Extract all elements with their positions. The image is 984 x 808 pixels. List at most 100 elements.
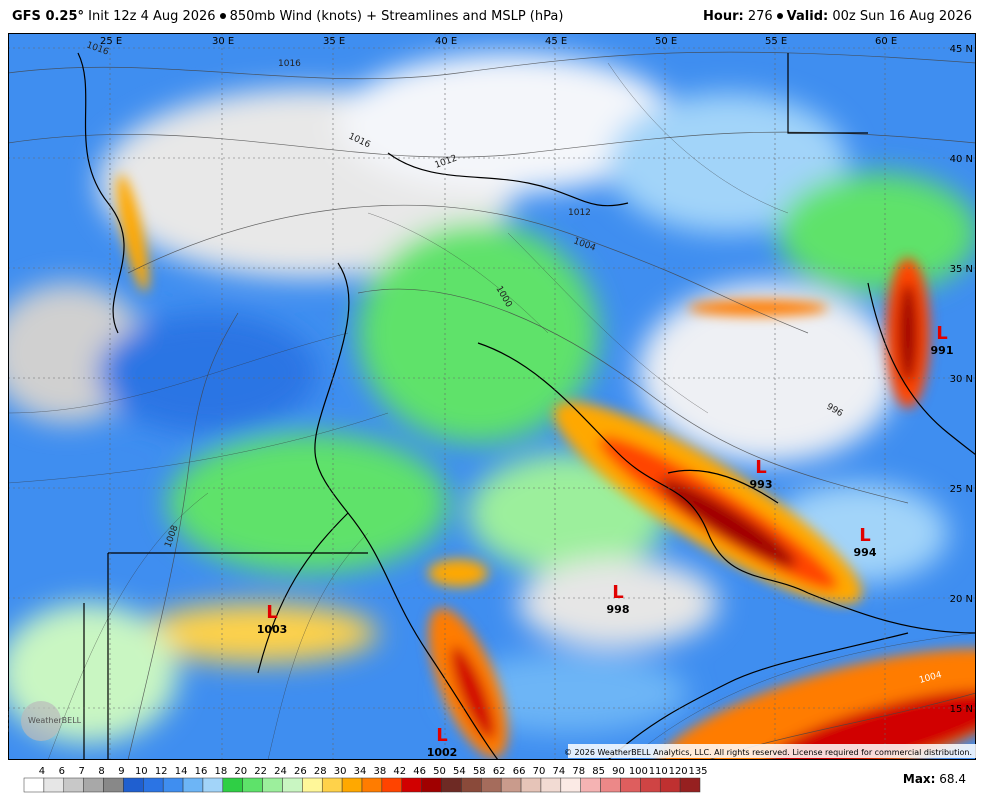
- colorbar-cell: [580, 777, 601, 793]
- isobar-label: 1016: [278, 59, 301, 69]
- colorbar-label: 7: [78, 766, 84, 777]
- valid-label: Valid:: [786, 9, 829, 24]
- map-frame: [8, 33, 976, 760]
- colorbar-label: 70: [533, 766, 546, 777]
- max: Max: 68.4: [903, 772, 966, 786]
- low-pressure: 1002: [427, 746, 458, 759]
- colorbar-label: 8: [98, 766, 104, 777]
- lat-label: 30 N: [950, 374, 973, 385]
- colorbar-label: 28: [314, 766, 327, 777]
- colorbar-label: 90: [612, 766, 625, 777]
- low-pressure: 1003: [257, 623, 288, 636]
- lon-label: 50 E: [655, 36, 677, 47]
- hour-label: Hour:: [703, 9, 744, 24]
- colorbar-cell: [361, 777, 383, 793]
- hour: 276: [747, 9, 773, 24]
- colorbar-cell: [43, 777, 65, 793]
- colorbar-cell: [302, 777, 323, 793]
- colorbar-label: 38: [374, 766, 387, 777]
- colorbar-cell: [282, 777, 303, 793]
- colorbar-cell: [341, 777, 363, 793]
- watermark: WeatherBELL: [28, 716, 82, 725]
- max-value: 68.4: [939, 772, 966, 786]
- colorbar-label: 30: [334, 766, 347, 777]
- colorbar-cell: [63, 777, 84, 793]
- colorbar-label: 42: [393, 766, 406, 777]
- colorbar-label: 10: [135, 766, 148, 777]
- lon-label: 30 E: [212, 36, 234, 47]
- init: Init 12z 4 Aug 2026: [88, 9, 216, 24]
- colorbar-label: 110: [649, 766, 668, 777]
- colorbar-label: 18: [214, 766, 227, 777]
- colorbar-label: 62: [493, 766, 506, 777]
- streamlines: [8, 62, 976, 760]
- lon-label: 60 E: [875, 36, 897, 47]
- colorbar-cell: [500, 777, 522, 793]
- colorbar-label: 14: [175, 766, 188, 777]
- low-symbol: L: [859, 525, 870, 546]
- graticule: [8, 33, 976, 760]
- model: GFS 0.25°: [12, 9, 85, 24]
- map-labels: 25 E 30 E 35 E 40 E 45 E 50 E 55 E 60 E 45 N 40 N…: [8, 36, 973, 759]
- map: 25 E 30 E 35 E 40 E 45 E 50 E 55 E 60 E 45 N 40 N…: [8, 33, 976, 760]
- colorbar-label: 66: [513, 766, 526, 777]
- colorbar-cell: [461, 777, 482, 793]
- low-pressure: 998: [607, 603, 630, 616]
- colorbar-cell: [222, 777, 243, 793]
- copyright: © 2026 WeatherBELL Analytics, LLC. All r…: [564, 748, 972, 757]
- separator: [219, 12, 226, 19]
- lat-label: 45 N: [950, 44, 973, 55]
- colorbar-cell: [401, 777, 422, 793]
- coastlines: [77, 52, 976, 760]
- lat-label: 40 N: [950, 154, 973, 165]
- colorbar-label: 4: [39, 766, 45, 777]
- colorbar-cell: [103, 777, 124, 793]
- colorbar-label: 85: [592, 766, 605, 777]
- colorbar-cell: [182, 777, 204, 793]
- lon-label: 35 E: [323, 36, 345, 47]
- colorbar-label: 120: [669, 766, 688, 777]
- colorbar-label: 58: [473, 766, 486, 777]
- product: 850mb Wind (knots) + Streamlines and MSL…: [229, 9, 564, 24]
- colorbar-label: 74: [552, 766, 565, 777]
- colorbar-label: 46: [413, 766, 426, 777]
- colorbar-cell: [659, 777, 681, 793]
- colorbar-cell: [421, 777, 442, 793]
- low-symbol: L: [612, 582, 623, 603]
- lon-label: 40 E: [435, 36, 457, 47]
- colorbar-label: 34: [354, 766, 367, 777]
- low-pressure: 991: [931, 344, 954, 357]
- colorbar-label: 54: [453, 766, 466, 777]
- colorbar-label: 26: [294, 766, 307, 777]
- colorbar-cell: [162, 777, 184, 793]
- colorbar-cell: [83, 777, 104, 793]
- low-pressure: 994: [854, 546, 877, 559]
- colorbar-cell: [560, 777, 581, 793]
- low-symbol: L: [936, 323, 947, 344]
- colorbar-label: 16: [195, 766, 208, 777]
- colorbar-cell: [600, 777, 621, 793]
- colorbar-cell: [321, 777, 343, 793]
- lat-label: 20 N: [950, 594, 973, 605]
- colorbar-cell: [640, 777, 661, 793]
- colorbar-cell: [540, 777, 562, 793]
- colorbar-cell: [381, 777, 403, 793]
- max-label: Max:: [902, 772, 936, 786]
- watermark-logo: [21, 701, 61, 741]
- colorbar-label: 78: [572, 766, 585, 777]
- separator: [776, 12, 783, 19]
- lon-label: 25 E: [100, 36, 122, 47]
- low-symbol: L: [436, 725, 447, 746]
- wind-field: [8, 33, 976, 760]
- colorbar-label: 24: [274, 766, 287, 777]
- isobar-label: 1012: [568, 208, 591, 218]
- colorbar-label: 22: [254, 766, 267, 777]
- copyright-bg: [568, 744, 976, 758]
- colorbar-label: 100: [629, 766, 648, 777]
- isobar-label: 1012: [8, 710, 12, 733]
- colorbar-label: 20: [234, 766, 247, 777]
- colorbar-cell: [620, 777, 641, 793]
- lat-label: 15 N: [950, 704, 973, 715]
- colorbar-cell: [123, 777, 144, 793]
